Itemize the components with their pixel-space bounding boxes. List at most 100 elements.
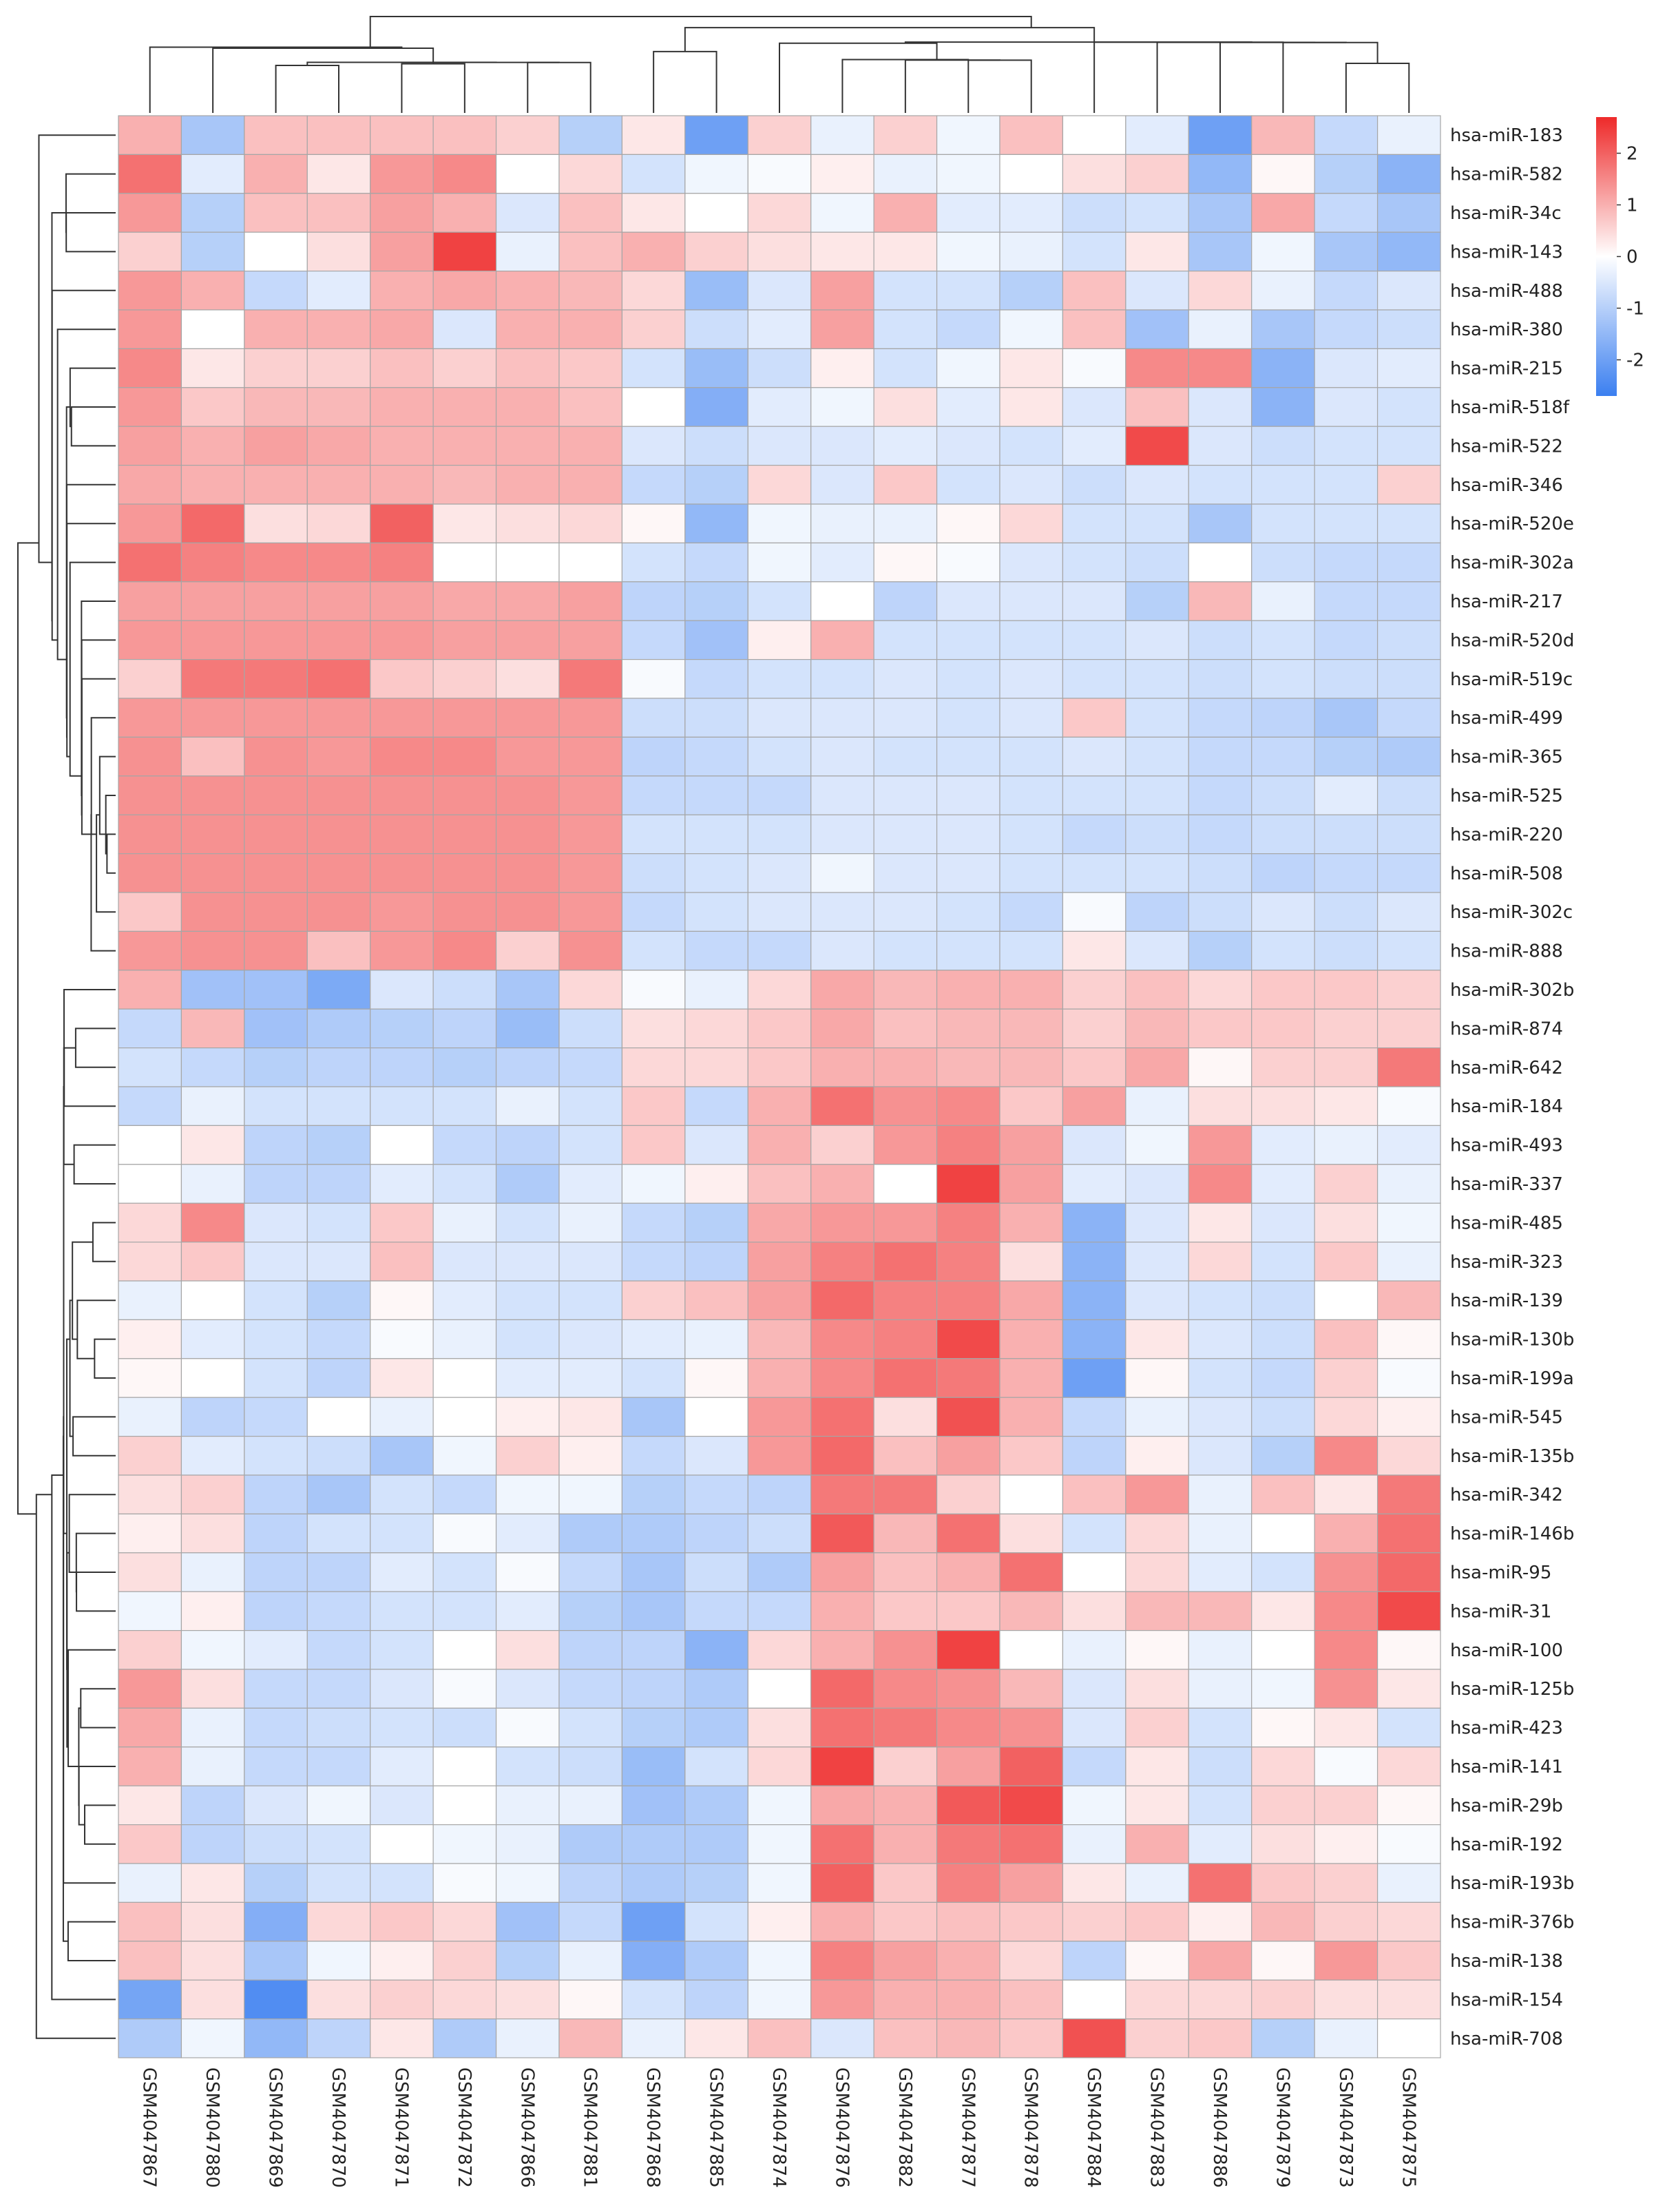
heatmap-cell (684, 1241, 748, 1282)
heatmap-cell (1125, 1591, 1189, 1631)
heatmap-cell (1251, 1047, 1315, 1087)
heatmap-cell (1125, 271, 1189, 311)
row-label: hsa-miR-708 (1450, 2029, 1563, 2049)
heatmap-cell (495, 1552, 560, 1592)
column-dendrogram-link (967, 59, 1032, 113)
heatmap-cell (999, 1436, 1064, 1476)
row-label: hsa-miR-141 (1450, 1757, 1563, 1777)
heatmap-cell (244, 426, 308, 466)
heatmap-cell (621, 775, 686, 815)
heatmap-cell (1188, 1358, 1253, 1398)
heatmap-cell (747, 1591, 812, 1631)
heatmap-cell (370, 1125, 434, 1165)
heatmap-cell (558, 1047, 623, 1087)
heatmap-cell (873, 1630, 938, 1670)
heatmap-cell (936, 1591, 1000, 1631)
heatmap-cell (118, 814, 182, 855)
heatmap-cell (306, 542, 371, 583)
heatmap-cell (1062, 231, 1126, 272)
heatmap-cell (936, 1358, 1000, 1398)
heatmap-cell (180, 1474, 245, 1515)
heatmap-cell (244, 542, 308, 583)
heatmap-cell (244, 1591, 308, 1631)
row-dendrogram-link (81, 639, 116, 816)
heatmap-cell (118, 1979, 182, 2020)
heatmap-cell (873, 1901, 938, 1942)
heatmap-cell (621, 1591, 686, 1631)
heatmap-cell (621, 736, 686, 777)
heatmap-cell (244, 1436, 308, 1476)
row-dendrogram-link (106, 833, 116, 874)
heatmap-cell (180, 154, 245, 194)
heatmap-cell (621, 620, 686, 660)
heatmap-cell (684, 1358, 748, 1398)
heatmap-cell (747, 154, 812, 194)
heatmap-cell (244, 1397, 308, 1437)
heatmap-cell (999, 1630, 1064, 1670)
heatmap-cell (370, 503, 434, 544)
heatmap-cell (1125, 658, 1189, 699)
heatmap-cell (1188, 892, 1253, 932)
heatmap-cell (873, 503, 938, 544)
heatmap-cell (306, 426, 371, 466)
heatmap-cell (621, 970, 686, 1010)
heatmap-cell (684, 387, 748, 427)
heatmap-cell (810, 1901, 874, 1942)
heatmap-cell (244, 1941, 308, 1981)
heatmap-cell (495, 1319, 560, 1359)
heatmap-cell (1251, 1202, 1315, 1243)
heatmap-cell (684, 1280, 748, 1321)
row-label: hsa-miR-520e (1450, 514, 1574, 534)
row-label: hsa-miR-302a (1450, 553, 1574, 574)
heatmap-cell (432, 1436, 497, 1476)
heatmap-cell (118, 193, 182, 233)
row-label: hsa-miR-302b (1450, 980, 1574, 1001)
heatmap-cell (1188, 1941, 1253, 1981)
column-label: GSM4047870 (328, 2067, 348, 2188)
heatmap-cell (1188, 1474, 1253, 1515)
heatmap-cell (1188, 814, 1253, 855)
heatmap-cell (1188, 1630, 1253, 1670)
heatmap-cell (999, 231, 1064, 272)
heatmap-cell (999, 698, 1064, 738)
heatmap-cell (621, 1397, 686, 1437)
heatmap-cell (1314, 271, 1379, 311)
heatmap-cell (1251, 1513, 1315, 1554)
heatmap-cell (810, 1979, 874, 2020)
heatmap-cell (180, 426, 245, 466)
heatmap-cell (495, 1824, 560, 1864)
heatmap-cell (306, 1241, 371, 1282)
row-dendrogram-link (98, 755, 116, 835)
column-label: GSM4047868 (642, 2067, 663, 2188)
heatmap-cell (810, 1941, 874, 1981)
heatmap-cell (370, 698, 434, 738)
heatmap-cell (244, 154, 308, 194)
heatmap-cell (118, 658, 182, 699)
heatmap-cell (621, 814, 686, 855)
heatmap-cell (558, 542, 623, 583)
heatmap-cell (306, 1319, 371, 1359)
row-label: hsa-miR-100 (1450, 1640, 1563, 1661)
row-label: hsa-miR-29b (1450, 1795, 1563, 1816)
heatmap-cell (1062, 1202, 1126, 1243)
heatmap-cell (1125, 1280, 1189, 1321)
heatmap-cell (558, 1164, 623, 1204)
heatmap-cell (118, 1241, 182, 1282)
heatmap-cell (432, 930, 497, 971)
heatmap-cell (999, 1008, 1064, 1049)
heatmap-cell (1251, 503, 1315, 544)
heatmap-cell (810, 736, 874, 777)
heatmap-cell (810, 853, 874, 893)
heatmap-cell (244, 1669, 308, 1709)
heatmap-cell (1188, 271, 1253, 311)
heatmap-cell (558, 1280, 623, 1321)
heatmap-cell (244, 1552, 308, 1592)
heatmap-cell (180, 387, 245, 427)
heatmap-cell (118, 426, 182, 466)
heatmap-cell (1376, 464, 1441, 505)
heatmap-cell (873, 231, 938, 272)
heatmap-cell (180, 581, 245, 621)
heatmap-cell (621, 1630, 686, 1670)
heatmap-cell (1251, 814, 1315, 855)
heatmap-cell (1125, 1669, 1189, 1709)
